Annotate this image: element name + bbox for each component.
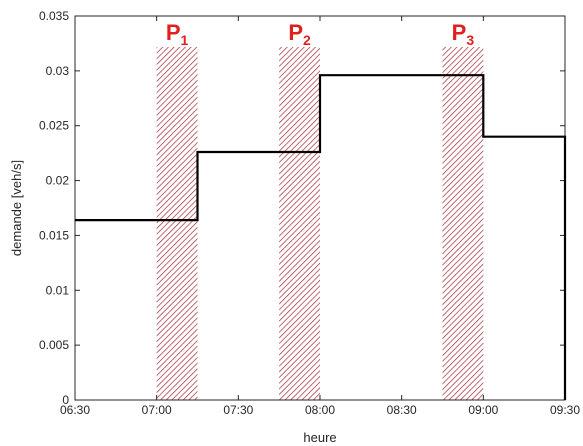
x-tick-label: 06:30	[60, 403, 90, 417]
y-tick-label: 0.03	[46, 64, 70, 78]
x-tick-label: 09:00	[468, 403, 498, 417]
period-letter: P	[452, 20, 467, 45]
y-tick-label: 0.015	[39, 228, 69, 242]
period-letter: P	[166, 20, 181, 45]
period-band-1	[156, 47, 198, 400]
y-axis-title: demande [veh/s]	[9, 160, 24, 256]
x-axis-title: heure	[303, 430, 336, 445]
period-band-3	[442, 47, 484, 400]
period-label-1: P1	[166, 20, 189, 48]
x-tick-label: 07:00	[142, 403, 172, 417]
period-letter: P	[288, 20, 303, 45]
x-tick-label: 08:00	[305, 403, 335, 417]
y-tick-label: 0.035	[39, 9, 69, 23]
x-tick-label: 08:30	[387, 403, 417, 417]
y-tick-label: 0.025	[39, 119, 69, 133]
y-tick-label: 0.005	[39, 338, 69, 352]
period-subscript: 1	[181, 32, 189, 48]
y-tick-label: 0.02	[46, 174, 70, 188]
x-tick-label: 07:30	[223, 403, 253, 417]
x-tick-label: 09:30	[550, 403, 580, 417]
y-tick-label: 0.01	[46, 283, 70, 297]
y-tick-label: 0	[62, 393, 69, 407]
period-band-2	[279, 47, 320, 400]
demand-series-line-1	[75, 74, 567, 400]
period-label-2: P2	[288, 20, 311, 48]
period-label-3: P3	[452, 20, 475, 48]
period-subscript: 2	[303, 32, 311, 48]
period-subscript: 3	[466, 32, 474, 48]
